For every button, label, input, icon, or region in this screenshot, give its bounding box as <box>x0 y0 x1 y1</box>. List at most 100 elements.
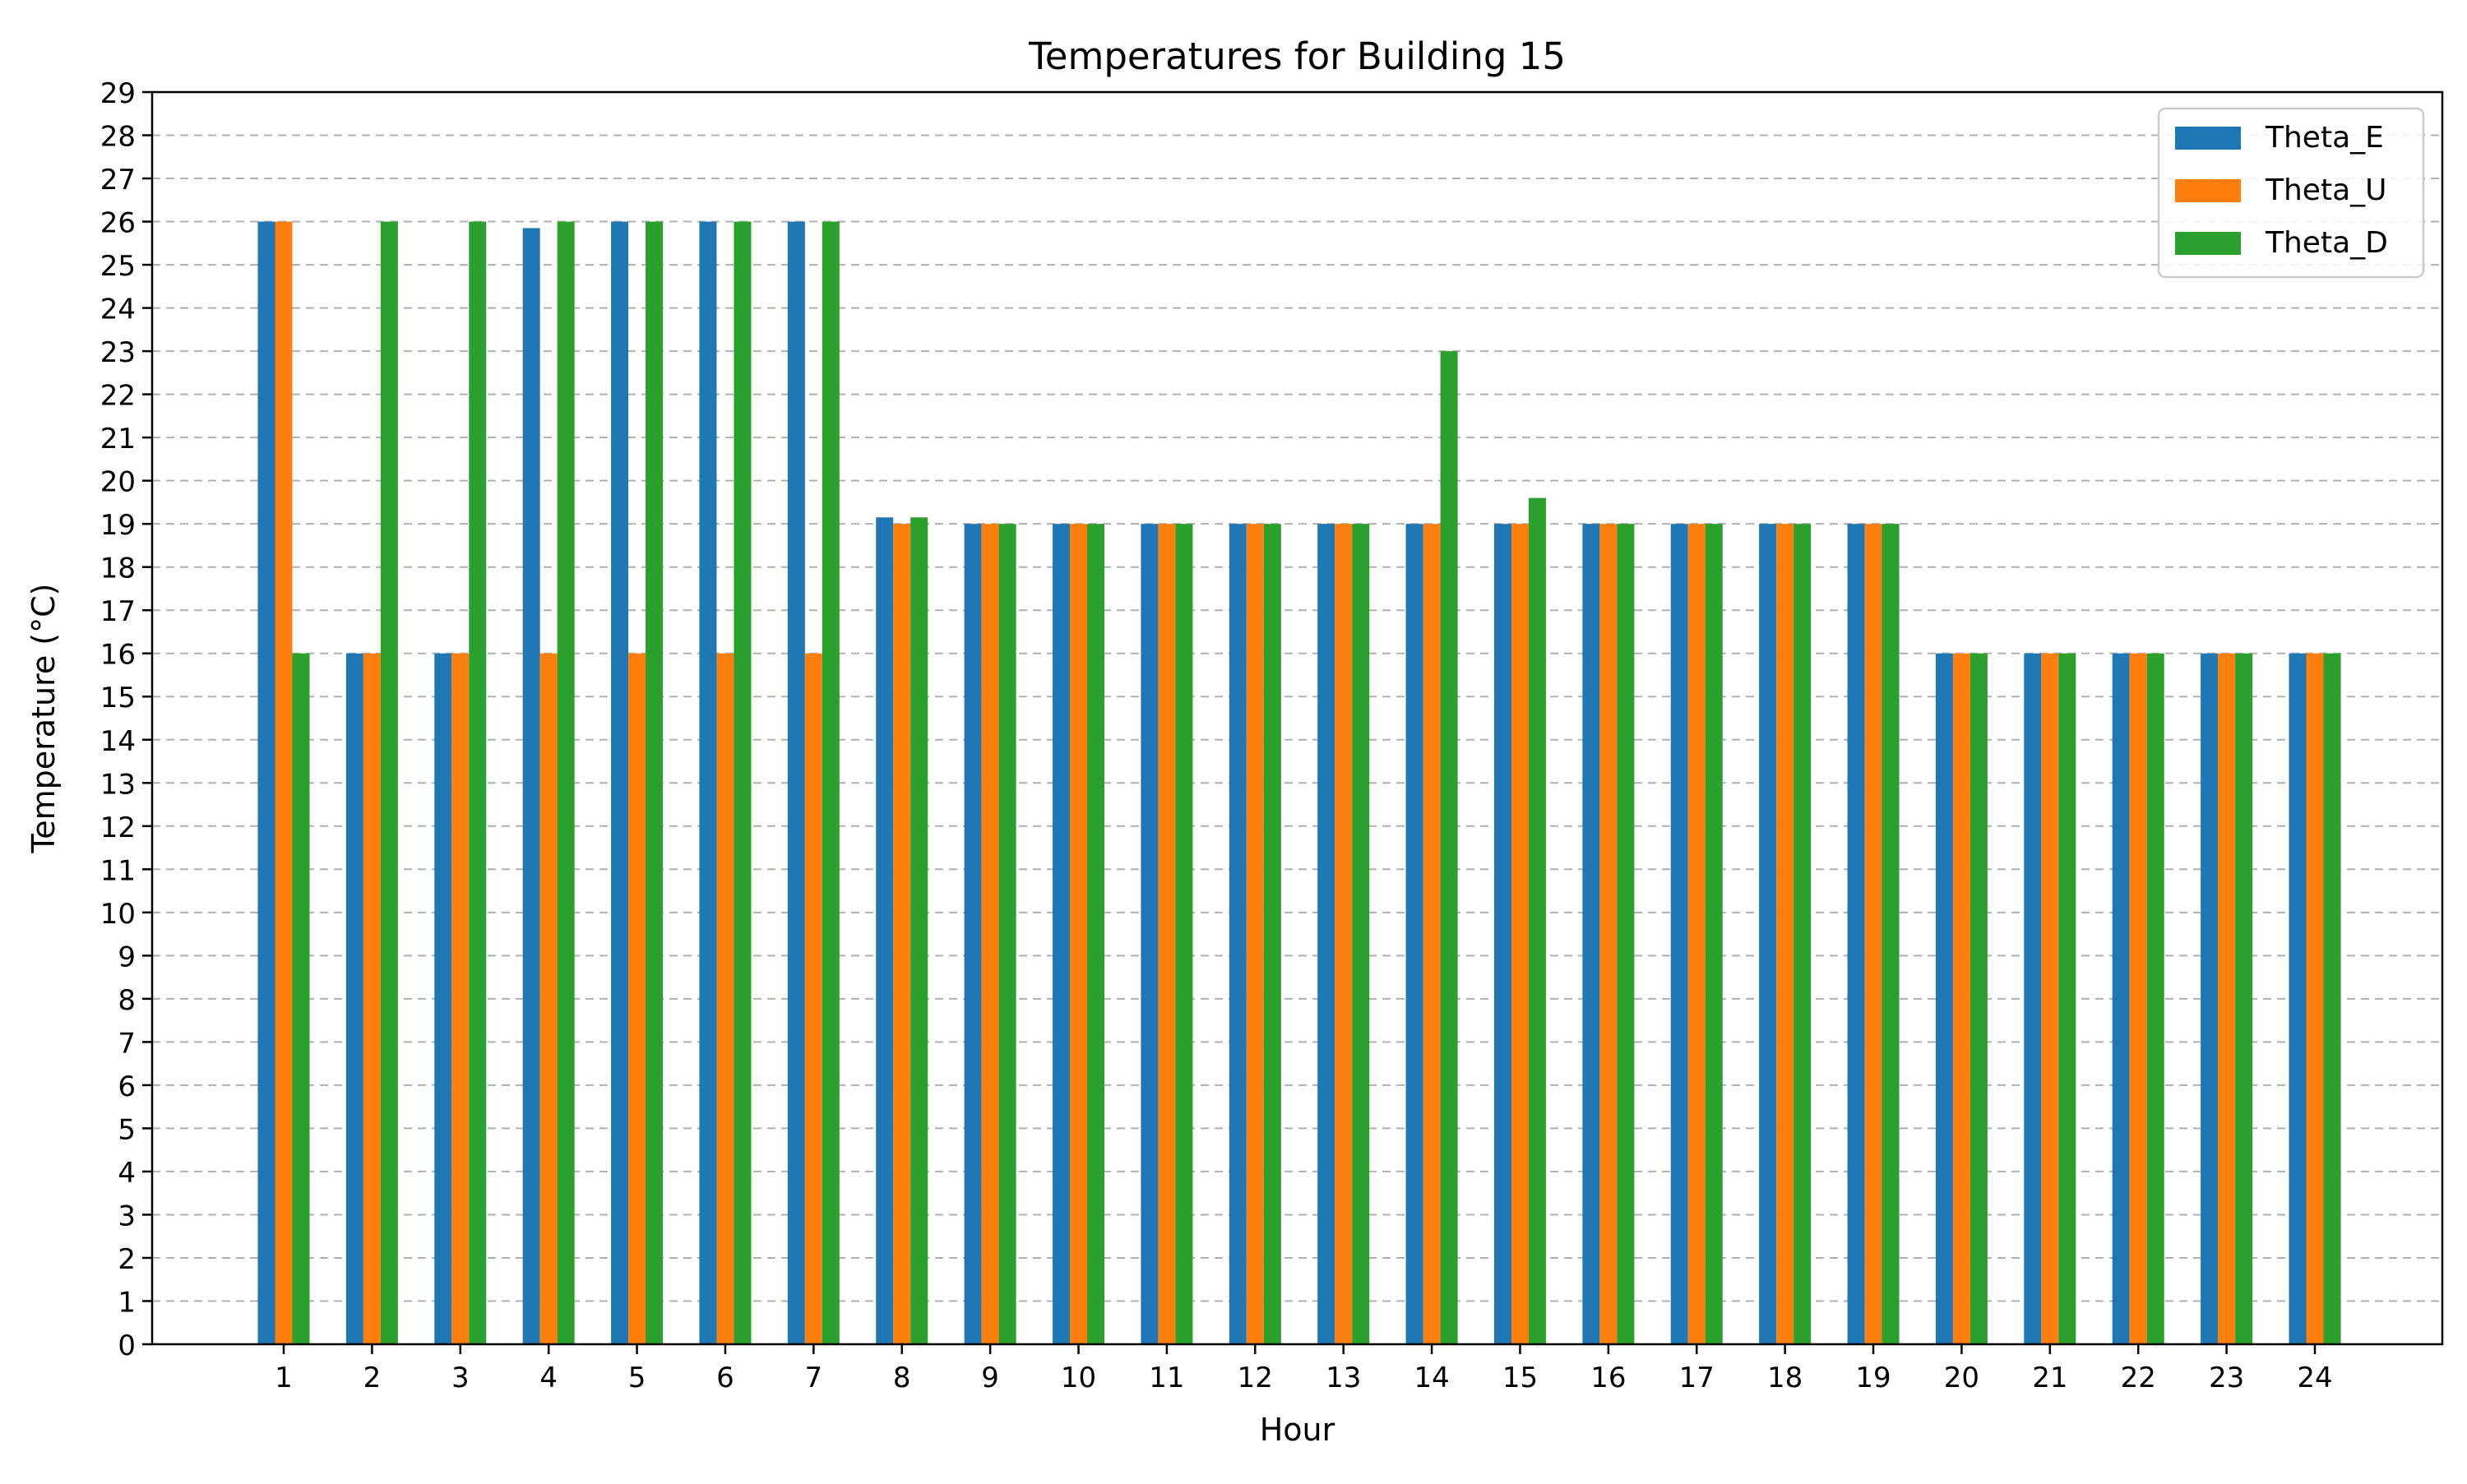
bar-theta-u <box>1335 524 1353 1344</box>
y-tick-label: 3 <box>118 1200 136 1232</box>
legend-label: Theta_E <box>2265 121 2384 155</box>
bar-theta-u <box>1776 524 1794 1344</box>
y-tick-label: 13 <box>100 768 136 801</box>
x-axis-label: Hour <box>1260 1412 1335 1448</box>
x-tick-label: 21 <box>2032 1361 2067 1394</box>
bar-theta-d <box>1794 524 1812 1344</box>
bar-theta-e <box>1582 524 1600 1344</box>
y-tick-label: 25 <box>100 250 136 283</box>
bar-theta-e <box>1317 524 1335 1344</box>
bar-theta-u <box>1246 524 1264 1344</box>
y-tick-label: 2 <box>118 1243 136 1276</box>
y-tick-label: 5 <box>118 1113 136 1146</box>
bar-theta-u <box>804 653 822 1344</box>
x-tick-label: 7 <box>805 1361 823 1394</box>
y-tick-label: 4 <box>118 1157 136 1190</box>
bar-theta-d <box>910 517 928 1344</box>
y-tick-label: 28 <box>100 121 136 154</box>
bar-theta-u <box>275 221 293 1344</box>
bar-theta-d <box>2058 653 2076 1344</box>
bar-theta-e <box>522 228 540 1344</box>
legend: Theta_E Theta_U Theta_D <box>2157 107 2425 279</box>
x-tick-label: 18 <box>1767 1361 1803 1394</box>
bar-theta-d <box>1528 497 1546 1344</box>
x-tick-label: 10 <box>1061 1361 1096 1394</box>
bar-theta-u <box>539 653 558 1344</box>
bar-theta-u <box>1952 653 1970 1344</box>
x-tick-label: 9 <box>981 1361 999 1394</box>
bar-theta-d <box>1263 524 1281 1344</box>
y-tick-label: 11 <box>100 854 136 887</box>
bar-theta-d <box>1087 524 1105 1344</box>
y-tick-label: 29 <box>100 77 136 110</box>
y-tick-label: 14 <box>100 725 136 758</box>
x-tick-label: 12 <box>1238 1361 1273 1394</box>
x-tick-label: 22 <box>2121 1361 2156 1394</box>
bar-theta-u <box>363 653 381 1344</box>
x-tick-label: 20 <box>1944 1361 1979 1394</box>
x-tick-label: 2 <box>363 1361 382 1394</box>
legend-swatch <box>2175 232 2241 255</box>
bar-theta-u <box>1687 524 1706 1344</box>
y-tick-label: 19 <box>100 509 136 542</box>
legend-label: Theta_U <box>2265 173 2386 207</box>
bar-theta-d <box>469 221 487 1344</box>
bar-theta-e <box>2201 653 2219 1344</box>
chart-title: Temperatures for Building 15 <box>1028 35 1566 78</box>
bar-theta-u <box>2218 653 2236 1344</box>
bar-theta-d <box>1617 524 1635 1344</box>
bar-theta-d <box>380 221 398 1344</box>
bar-theta-d <box>822 221 840 1344</box>
bar-theta-d <box>1175 524 1193 1344</box>
bar-theta-e <box>1935 653 1953 1344</box>
bar-theta-e <box>2024 653 2042 1344</box>
y-tick-label: 22 <box>100 380 136 413</box>
bar-theta-u <box>981 524 999 1344</box>
x-tick-label: 1 <box>275 1361 293 1394</box>
bar-theta-e <box>876 517 894 1344</box>
bar-theta-d <box>1440 351 1458 1344</box>
y-tick-label: 17 <box>100 595 136 628</box>
bar-theta-e <box>1053 524 1071 1344</box>
bar-theta-e <box>1493 524 1511 1344</box>
x-tick-label: 16 <box>1590 1361 1626 1394</box>
legend-label: Theta_D <box>2265 226 2388 260</box>
y-tick-label: 12 <box>100 811 136 844</box>
bar-theta-d <box>1352 524 1370 1344</box>
bar-theta-u <box>1158 524 1176 1344</box>
y-tick-label: 6 <box>118 1070 136 1103</box>
bar-theta-u <box>2306 653 2324 1344</box>
x-tick-label: 5 <box>628 1361 646 1394</box>
bar-theta-u <box>1599 524 1618 1344</box>
bar-theta-d <box>292 653 310 1344</box>
bar-theta-u <box>2129 653 2147 1344</box>
x-tick-label: 14 <box>1414 1361 1449 1394</box>
bars <box>257 221 2341 1344</box>
x-tick-label: 24 <box>2297 1361 2332 1394</box>
bar-theta-e <box>1759 524 1777 1344</box>
x-tick-label: 8 <box>893 1361 911 1394</box>
y-axis-label: Temperature (°C) <box>25 584 62 854</box>
bar-theta-e <box>2112 653 2130 1344</box>
bar-theta-u <box>1864 524 1882 1344</box>
bar-theta-d <box>646 221 664 1344</box>
bar-theta-e <box>611 221 629 1344</box>
y-tick-label: 26 <box>100 207 136 240</box>
x-tick-label: 23 <box>2209 1361 2244 1394</box>
bar-theta-d <box>998 524 1016 1344</box>
x-tick-label: 19 <box>1855 1361 1891 1394</box>
bar-theta-d <box>734 221 752 1344</box>
bar-theta-d <box>2235 653 2253 1344</box>
bar-theta-e <box>787 221 805 1344</box>
bar-theta-e <box>1670 524 1688 1344</box>
y-tick-label: 21 <box>100 423 136 455</box>
bar-theta-e <box>434 653 452 1344</box>
x-tick-label: 6 <box>716 1361 734 1394</box>
y-tick-label: 0 <box>118 1329 136 1362</box>
y-tick-label: 9 <box>118 941 136 973</box>
y-tick-label: 10 <box>100 898 136 931</box>
y-tick-label: 24 <box>100 294 136 326</box>
bar-theta-u <box>716 653 734 1344</box>
bar-theta-u <box>2041 653 2059 1344</box>
